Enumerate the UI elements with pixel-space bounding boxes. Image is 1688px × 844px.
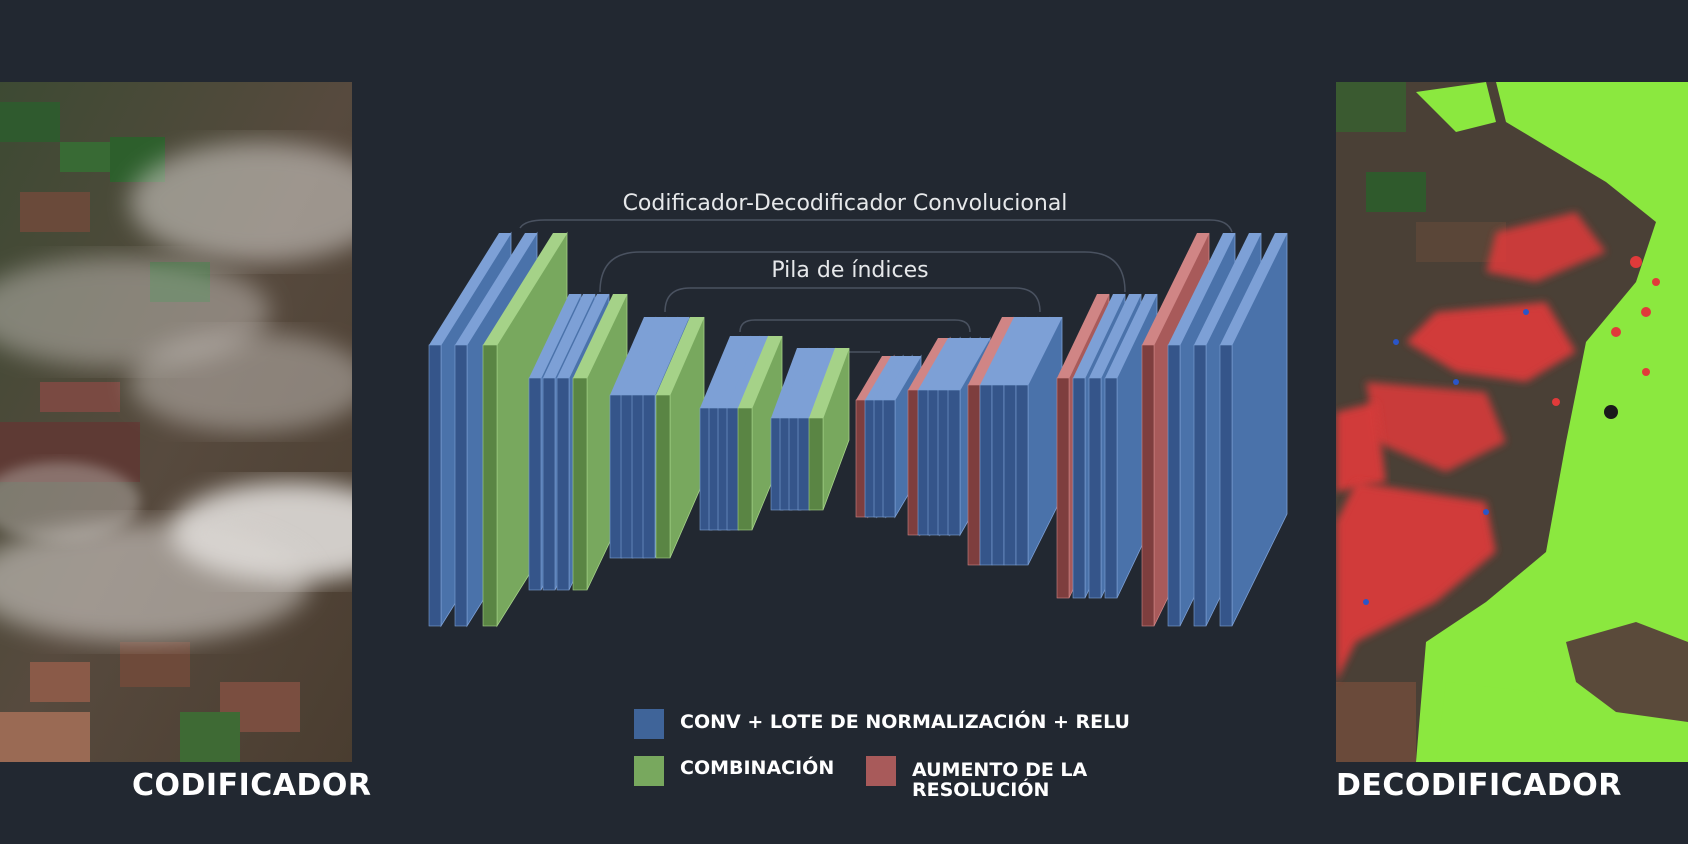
encoder-pool-layer xyxy=(737,335,783,531)
legend-pool-swatch xyxy=(634,756,664,786)
legend-upsample-label: AUMENTO DE LA RESOLUCIÓN xyxy=(912,760,1087,800)
decoder-conv-layer xyxy=(1219,232,1288,627)
encoder-label: CODIFICADOR xyxy=(132,768,372,803)
diagram-title: Codificador-Decodificador Convolucional xyxy=(623,191,1068,216)
legend-upsample-swatch xyxy=(866,756,896,786)
encoder-pool-layer xyxy=(808,347,850,511)
decoder-conv-layer xyxy=(1015,316,1063,566)
legend-upsample-line2: RESOLUCIÓN xyxy=(912,779,1050,801)
legend-conv-label: CONV + LOTE DE NORMALIZACIÓN + RELU xyxy=(680,711,1130,733)
encoder-satellite-image xyxy=(0,82,352,762)
decoder-label: DECODIFICADOR xyxy=(1336,768,1622,803)
index-stack-label: Pila de índices xyxy=(771,258,928,283)
legend-pool-label: COMBINACIÓN xyxy=(680,757,835,779)
legend-conv-swatch xyxy=(634,709,664,739)
legend-upsample-line1: AUMENTO DE LA xyxy=(912,759,1088,781)
decoder-segmentation-image xyxy=(1336,82,1688,762)
